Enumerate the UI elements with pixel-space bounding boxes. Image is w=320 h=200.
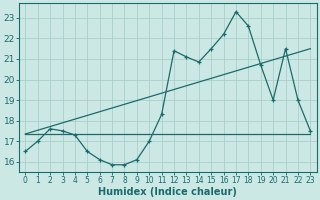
X-axis label: Humidex (Indice chaleur): Humidex (Indice chaleur) xyxy=(98,187,237,197)
